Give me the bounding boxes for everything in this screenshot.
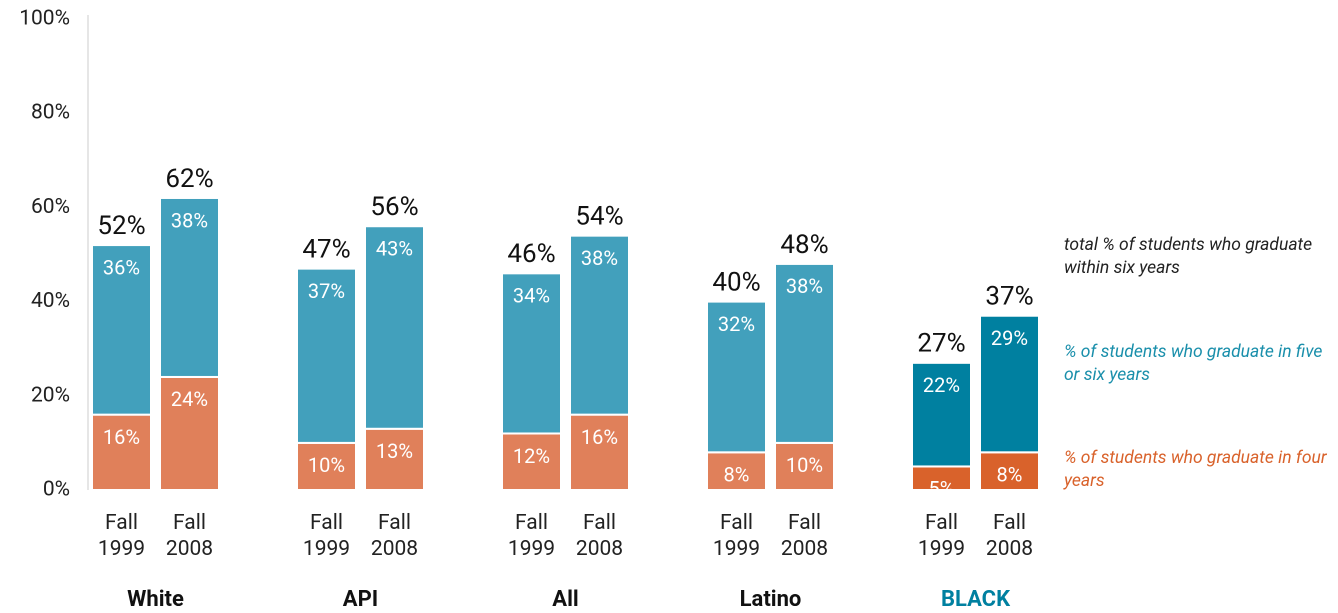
x-tick-label: Fall 1999 (302, 511, 351, 561)
segment-label: 8% (997, 463, 1023, 487)
legend-entry: total % of students who graduate within … (1064, 235, 1313, 278)
x-tick-label: Fall 1999 (917, 511, 966, 561)
group-label: All (552, 587, 579, 612)
legend-entry: % of students who graduate in four years (1064, 448, 1327, 491)
y-tick-label: 0% (43, 478, 70, 502)
total-label: 27% (917, 329, 965, 359)
segment-label: 37% (308, 279, 345, 303)
bar-segment (706, 451, 767, 492)
segment-label: 34% (513, 284, 550, 308)
y-tick-label: 60% (31, 195, 70, 219)
group-label: White (127, 587, 184, 612)
segment-label: 36% (103, 255, 140, 279)
segment-label: 10% (308, 453, 345, 477)
y-tick-label: 20% (31, 383, 70, 407)
total-label: 47% (302, 235, 350, 265)
segment-label: 43% (376, 237, 413, 261)
bar-segment (979, 451, 1040, 492)
x-tick-label: Fall 1999 (507, 511, 556, 561)
bar-segment (159, 375, 220, 491)
bar-segment (364, 225, 425, 430)
segment-label: 38% (786, 274, 823, 298)
x-tick-label: Fall 2008 (370, 511, 419, 561)
segment-label: 13% (376, 439, 413, 463)
bar-segment (911, 361, 972, 468)
y-tick-label: 100% (19, 7, 70, 31)
bar-segment (501, 272, 562, 435)
segment-label: 32% (718, 312, 755, 336)
total-label: 37% (985, 282, 1033, 312)
bar-segment (706, 300, 767, 454)
x-tick-label: Fall 2008 (780, 511, 829, 561)
total-label: 48% (780, 230, 828, 260)
bar-segment (774, 262, 835, 444)
bar-segment (364, 427, 425, 491)
x-tick-label: Fall 2008 (575, 511, 624, 561)
x-tick-label: Fall 2008 (165, 511, 214, 561)
total-label: 62% (165, 164, 213, 194)
x-tick-label: Fall 2008 (985, 511, 1034, 561)
total-label: 40% (712, 267, 760, 297)
segment-label: 16% (581, 425, 618, 449)
bar-segment (91, 244, 152, 416)
bar-segment (569, 234, 630, 416)
segment-label: 24% (171, 387, 208, 411)
x-tick-label: Fall 1999 (712, 511, 761, 561)
total-label: 54% (575, 202, 623, 232)
bar-segment (159, 196, 220, 378)
legend-entry: % of students who graduate in five or si… (1064, 342, 1323, 385)
segment-label: 12% (513, 444, 550, 468)
total-label: 52% (97, 211, 145, 241)
group-label: API (342, 587, 379, 612)
group-label: BLACK (940, 587, 1011, 612)
segment-label: 8% (724, 463, 750, 487)
segment-label: 38% (171, 208, 208, 232)
segment-label: 5% (929, 477, 955, 501)
y-tick-label: 40% (31, 289, 70, 313)
bar-segment (979, 314, 1040, 454)
bar-segment (569, 413, 630, 492)
segment-label: 38% (581, 246, 618, 270)
segment-label: 10% (786, 453, 823, 477)
x-tick-label: Fall 1999 (97, 511, 146, 561)
total-label: 46% (507, 239, 555, 269)
group-label: Latino (739, 587, 802, 612)
bar-segment (296, 267, 357, 444)
total-label: 56% (370, 192, 418, 222)
y-tick-label: 80% (31, 101, 70, 125)
segment-label: 29% (991, 326, 1028, 350)
segment-label: 22% (923, 373, 960, 397)
segment-label: 16% (103, 425, 140, 449)
